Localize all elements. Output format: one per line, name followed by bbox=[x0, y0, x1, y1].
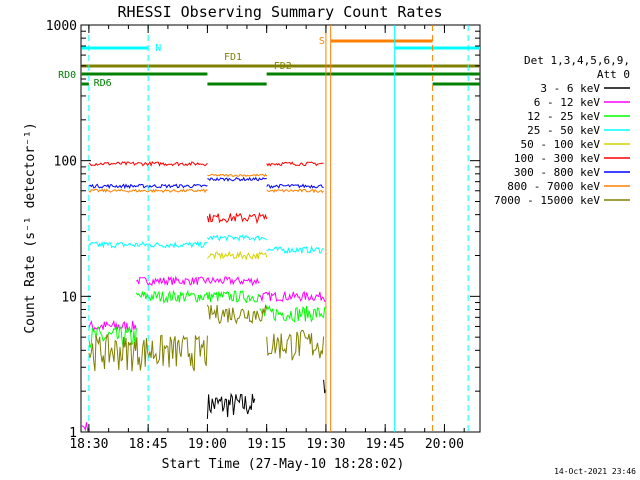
legend-header: Det 1,3,4,5,6,9, bbox=[524, 54, 630, 67]
legend-header: Att 0 bbox=[597, 68, 630, 81]
series-line bbox=[88, 161, 324, 225]
legend-entry-label: 25 - 50 keV bbox=[527, 124, 600, 137]
legend-entry-label: 50 - 100 keV bbox=[521, 138, 601, 151]
flag-label: FD2 bbox=[274, 61, 292, 72]
legend-entry-label: 300 - 800 keV bbox=[514, 166, 600, 179]
x-tick-label: 18:30 bbox=[69, 437, 108, 452]
legend-entry-label: 7000 - 15000 keV bbox=[494, 194, 600, 207]
series-line bbox=[88, 303, 325, 372]
flags-layer: N S FD1 FD2 RD0 RD6 bbox=[58, 25, 480, 432]
series-layer bbox=[81, 161, 327, 433]
x-tick-label: 19:30 bbox=[306, 437, 345, 452]
chart-title: RHESSI Observing Summary Count Rates bbox=[117, 3, 442, 21]
series-line bbox=[88, 234, 324, 255]
series-line bbox=[81, 275, 326, 433]
legend-entry-label: 800 - 7000 keV bbox=[507, 180, 600, 193]
plot-frame bbox=[80, 24, 481, 433]
legend-entry-label: 6 - 12 keV bbox=[534, 96, 601, 109]
series-line bbox=[88, 289, 326, 349]
footer-timestamp: 14-Oct-2021 23:46 bbox=[554, 467, 636, 476]
flag-label: RD6 bbox=[94, 78, 112, 89]
series-line bbox=[88, 176, 324, 190]
flag-label: N bbox=[155, 43, 161, 54]
series-line bbox=[207, 250, 268, 261]
y-tick-label: 1 bbox=[69, 426, 77, 441]
y-axis-label: Count Rate (s⁻¹ detector⁻¹) bbox=[23, 122, 38, 333]
flag-label: S bbox=[319, 36, 325, 47]
x-tick-label: 20:00 bbox=[425, 437, 464, 452]
x-tick-label: 18:45 bbox=[129, 437, 168, 452]
legend-entry-label: 3 - 6 keV bbox=[540, 82, 600, 95]
legend-entry-label: 100 - 300 keV bbox=[514, 152, 600, 165]
x-tick-label: 19:45 bbox=[366, 437, 405, 452]
y-tick-label: 10 bbox=[61, 290, 77, 305]
x-axis-label: Start Time (27-May-10 18:28:02) bbox=[162, 457, 405, 472]
axes-layer: 18:30 18:45 19:00 19:15 19:30 19:45 20:00 1 10 10… bbox=[46, 19, 480, 452]
y-tick-label: 100 bbox=[54, 155, 77, 170]
y-tick-label: 1000 bbox=[46, 19, 77, 34]
legend-entry-label: 12 - 25 keV bbox=[527, 110, 600, 123]
series-line bbox=[206, 379, 327, 419]
x-tick-label: 19:15 bbox=[247, 437, 286, 452]
flag-label: RD0 bbox=[58, 70, 76, 81]
flag-label: FD1 bbox=[224, 52, 242, 63]
series-line bbox=[88, 173, 324, 194]
x-tick-label: 19:00 bbox=[188, 437, 227, 452]
